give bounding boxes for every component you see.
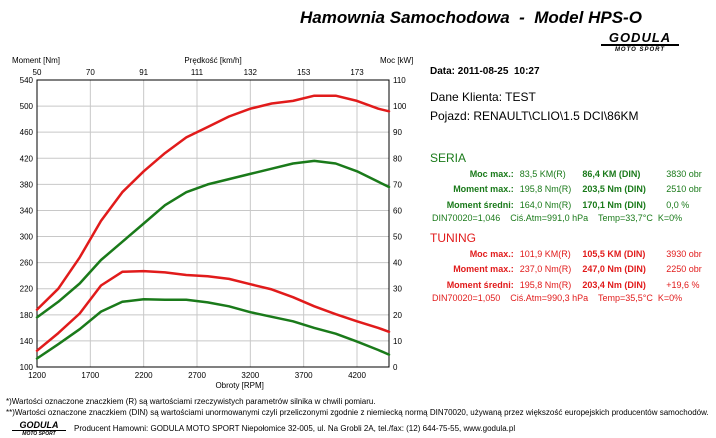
tuning-torque-rpm: 2250 obr xyxy=(666,264,702,275)
seria-power-din: 86,4 KM (DIN) xyxy=(582,168,641,179)
x-tick-label: 2200 xyxy=(135,371,153,380)
tuning-avg-din: 203,4 Nm (DIN) xyxy=(582,279,646,290)
y-tick-label: 420 xyxy=(20,154,34,163)
seria-torque-r: 195,8 Nm(R) xyxy=(519,184,572,195)
y-tick-label: 300 xyxy=(20,233,34,242)
seria-avg-r: 164,0 Nm(R) xyxy=(519,199,572,210)
seria-torque-din: 203,5 Nm (DIN) xyxy=(582,184,646,195)
y2-tick-label: 110 xyxy=(393,76,406,85)
seria-conditions: DIN70020=1,046 Ciś.Atm=991,0 hPa Temp=33… xyxy=(432,213,683,223)
logo-main-text: GODULA xyxy=(601,31,679,46)
tuning-heading: TUNING xyxy=(430,231,476,245)
seria-avg-din: 170,1 Nm (DIN) xyxy=(582,199,646,210)
x2-tick-label: 91 xyxy=(139,68,148,77)
y-tick-label: 180 xyxy=(20,311,34,320)
y2-tick-label: 20 xyxy=(393,311,402,320)
footer-logo-main: GODULA xyxy=(12,421,66,431)
series-seria-power xyxy=(35,159,391,319)
tuning-row-power: Moc max.: 101,9 KM(R) 105,5 KM (DIN) 393… xyxy=(432,246,716,262)
y2-tick-label: 30 xyxy=(393,285,402,294)
tuning-avg-label: Moment średni: xyxy=(446,279,514,290)
y2-axis-title: Moc [kW] xyxy=(380,56,413,65)
footnote-r: *)Wartości oznaczone znaczkiem (R) są wa… xyxy=(6,397,376,406)
seria-power-label: Moc max.: xyxy=(469,168,514,179)
seria-avg-label: Moment średni: xyxy=(446,199,514,210)
client-name: Dane Klienta: TEST xyxy=(430,90,536,104)
y2-tick-label: 40 xyxy=(393,259,402,268)
tuning-conditions: DIN70020=1,050 Ciś.Atm=990,3 hPa Temp=35… xyxy=(432,293,683,303)
tuning-torque-din: 247,0 Nm (DIN) xyxy=(582,264,646,275)
page-title: Hamownia Samochodowa - Model HPS-O xyxy=(300,8,642,27)
seria-power-rpm: 3830 obr xyxy=(666,168,702,179)
x2-tick-label: 70 xyxy=(86,68,95,77)
tuning-avg-gain: +19,6 % xyxy=(666,279,700,290)
seria-heading: SERIA xyxy=(430,151,467,165)
godula-logo: GODULA MOTO SPORT xyxy=(601,31,679,54)
x2-tick-label: 153 xyxy=(297,68,311,77)
y2-tick-label: 50 xyxy=(393,233,402,242)
tuning-power-rpm: 3930 obr xyxy=(666,248,702,259)
measurement-date: Data: 2011-08-25 10:27 xyxy=(430,66,540,77)
series-tuning-torque xyxy=(35,269,391,352)
x-axis-title: Obroty [RPM] xyxy=(215,381,263,390)
x-tick-label: 4200 xyxy=(348,371,366,380)
x2-tick-label: 173 xyxy=(350,68,364,77)
tuning-avg-r: 195,8 Nm(R) xyxy=(519,279,572,290)
x2-tick-label: 50 xyxy=(33,68,42,77)
tuning-row-torque: Moment max.: 237,0 Nm(R) 247,0 Nm (DIN) … xyxy=(432,262,716,278)
tuning-power-label: Moc max.: xyxy=(469,248,514,259)
y-tick-label: 100 xyxy=(20,363,34,372)
y-tick-label: 220 xyxy=(20,285,34,294)
y2-tick-label: 100 xyxy=(393,102,407,111)
y-tick-label: 340 xyxy=(20,206,34,215)
y-tick-label: 460 xyxy=(20,128,34,137)
y2-tick-label: 80 xyxy=(393,154,402,163)
tuning-row-avg: Moment średni: 195,8 Nm(R) 203,4 Nm (DIN… xyxy=(432,277,716,293)
series-tuning-power xyxy=(35,94,391,311)
producer-info: Producent Hamowni: GODULA MOTO SPORT Nie… xyxy=(74,424,516,433)
plot-frame xyxy=(36,79,390,368)
y-tick-label: 540 xyxy=(20,76,34,85)
y2-tick-label: 70 xyxy=(393,180,402,189)
y2-tick-label: 10 xyxy=(393,337,402,346)
seria-row-avg: Moment średni: 164,0 Nm(R) 170,1 Nm (DIN… xyxy=(432,197,716,213)
tuning-results-table: Moc max.: 101,9 KM(R) 105,5 KM (DIN) 393… xyxy=(432,246,716,293)
y2-tick-label: 60 xyxy=(393,206,402,215)
logo-sub-text: MOTO SPORT xyxy=(614,47,666,53)
x2-tick-label: 132 xyxy=(244,68,258,77)
seria-power-r: 83,5 KM(R) xyxy=(519,168,566,179)
footer-logo: GODULA MOTO SPORT xyxy=(12,421,66,437)
seria-row-power: Moc max.: 83,5 KM(R) 86,4 KM (DIN) 3830 … xyxy=(432,166,716,182)
y2-tick-label: 0 xyxy=(393,363,398,372)
footer-logo-sub: MOTO SPORT xyxy=(22,431,56,437)
footnote-din: **)Wartości oznaczone znaczkiem (DIN) są… xyxy=(6,408,709,417)
seria-results-table: Moc max.: 83,5 KM(R) 86,4 KM (DIN) 3830 … xyxy=(432,166,716,213)
x2-tick-label: 111 xyxy=(191,68,204,77)
vehicle-name: Pojazd: RENAULT\CLIO\1.5 DCI\86KM xyxy=(430,109,639,123)
seria-avg-gain: 0,0 % xyxy=(666,199,690,210)
y-tick-label: 140 xyxy=(20,337,34,346)
x-tick-label: 1700 xyxy=(81,371,99,380)
tuning-torque-label: Moment max.: xyxy=(453,264,514,275)
y-tick-label: 380 xyxy=(20,180,34,189)
seria-torque-rpm: 2510 obr xyxy=(666,184,702,195)
seria-row-torque: Moment max.: 195,8 Nm(R) 203,5 Nm (DIN) … xyxy=(432,182,716,198)
tuning-power-r: 101,9 KM(R) xyxy=(519,248,571,259)
seria-torque-label: Moment max.: xyxy=(453,184,514,195)
y-tick-label: 500 xyxy=(20,102,34,111)
series-seria-torque xyxy=(35,297,391,360)
tuning-torque-r: 237,0 Nm(R) xyxy=(519,264,572,275)
y-axis-title: Moment [Nm] xyxy=(12,56,60,65)
x-tick-label: 3200 xyxy=(241,371,259,380)
tuning-power-din: 105,5 KM (DIN) xyxy=(582,248,646,259)
y2-tick-label: 90 xyxy=(393,128,402,137)
x-tick-label: 2700 xyxy=(188,371,206,380)
y-tick-label: 260 xyxy=(20,259,34,268)
x2-axis-title: Prędkość [km/h] xyxy=(184,56,241,65)
x-tick-label: 1200 xyxy=(28,371,46,380)
x-tick-label: 3700 xyxy=(295,371,313,380)
